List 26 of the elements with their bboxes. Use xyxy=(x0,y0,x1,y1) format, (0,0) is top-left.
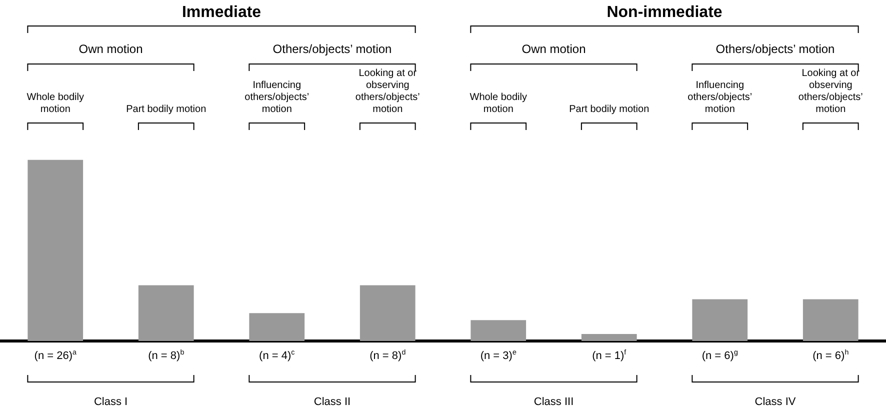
bar xyxy=(249,313,305,341)
text: Others/objects’ motion xyxy=(716,42,835,56)
text: Immediate xyxy=(182,4,262,21)
bar xyxy=(470,320,526,341)
x-tick-label: Whole bodily motion xyxy=(470,92,528,115)
x-tick-label: Looking at or observing others/objects’ motion xyxy=(798,68,863,115)
x-tick-label: Part bodily motion xyxy=(569,104,650,115)
text: Own motion xyxy=(78,42,143,56)
x-tick-label: Looking at or observing others/objects’ motion xyxy=(355,68,420,115)
text: Class IV xyxy=(754,396,796,408)
bar xyxy=(692,299,748,341)
bar xyxy=(360,285,416,341)
x-tick-label: Influencing others/objects’ motion xyxy=(244,80,310,115)
text: Class II xyxy=(314,396,351,408)
text: Class III xyxy=(534,396,574,408)
text: Others/objects’ motion xyxy=(272,42,392,56)
text: Own motion xyxy=(522,42,586,56)
bar xyxy=(138,285,194,341)
text: Non-immediate xyxy=(606,4,722,21)
bar xyxy=(802,299,858,341)
x-tick-label: Whole bodily motion xyxy=(26,92,84,115)
bar xyxy=(581,334,637,341)
text: Class I xyxy=(94,396,128,408)
bar xyxy=(28,160,84,341)
x-tick-label: Influencing others/objects’ motion xyxy=(688,80,752,115)
x-tick-label: Part bodily motion xyxy=(126,104,206,115)
